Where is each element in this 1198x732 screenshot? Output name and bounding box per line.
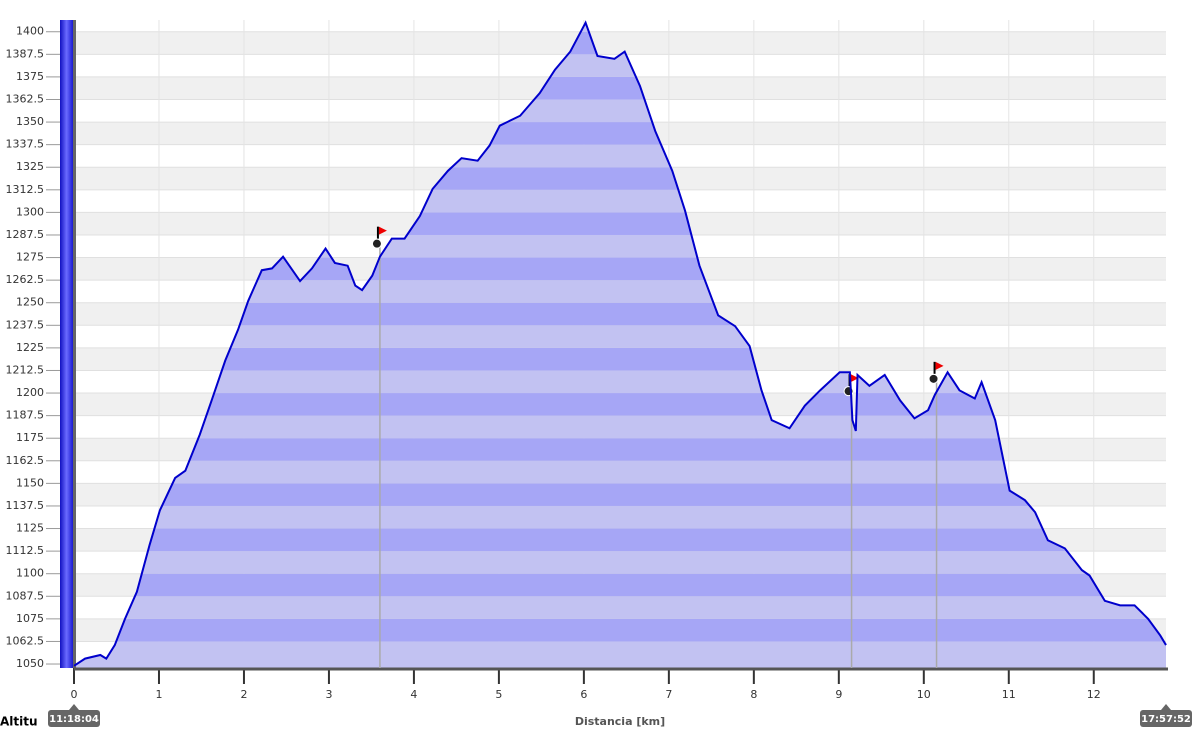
y-tick-label: 1387.5 xyxy=(6,47,45,60)
y-tick-label: 1137.5 xyxy=(6,499,45,512)
y-tick-label: 1250 xyxy=(16,296,44,309)
flag xyxy=(378,226,387,235)
y-tick-label: 1050 xyxy=(16,657,44,670)
y-tick-label: 1362.5 xyxy=(6,92,45,105)
area-band xyxy=(76,483,1166,506)
x-tick-label: 10 xyxy=(917,688,931,701)
y-tick-label: 1275 xyxy=(16,251,44,264)
y-tick-label: 1375 xyxy=(16,70,44,83)
waypoint-dot xyxy=(928,373,939,384)
time-label: 11:18:04 xyxy=(49,714,99,725)
area-band xyxy=(76,641,1166,668)
y-tick-label: 1325 xyxy=(16,160,44,173)
y-tick-label: 1287.5 xyxy=(6,228,45,241)
y-tick-label: 1262.5 xyxy=(6,273,45,286)
x-tick-label: 2 xyxy=(240,688,247,701)
axis-bar xyxy=(60,20,73,668)
grid-band xyxy=(76,31,1166,55)
area-band xyxy=(76,438,1166,461)
y-tick-label: 1175 xyxy=(16,431,44,444)
y-tick-label: 1225 xyxy=(16,341,44,354)
y-axis-label: Altitu xyxy=(0,715,38,729)
area-band xyxy=(76,393,1166,416)
time-pointer xyxy=(69,704,79,710)
y-tick-label: 1087.5 xyxy=(6,589,45,602)
y-tick-label: 1312.5 xyxy=(6,183,45,196)
area-band xyxy=(76,505,1166,529)
x-tick-label: 5 xyxy=(495,688,502,701)
area-band xyxy=(76,596,1166,619)
time-pointer xyxy=(1161,704,1171,710)
y-tick-label: 1112.5 xyxy=(6,544,45,557)
x-tick-label: 3 xyxy=(325,688,332,701)
time-label: 17:57:52 xyxy=(1141,714,1191,725)
y-tick-label: 1075 xyxy=(16,612,44,625)
y-tick-label: 1237.5 xyxy=(6,318,45,331)
y-tick-label: 1400 xyxy=(16,25,44,38)
x-tick-label: 4 xyxy=(410,688,417,701)
area-band xyxy=(76,415,1166,439)
y-tick-label: 1162.5 xyxy=(6,454,45,467)
elevation-line xyxy=(73,20,1167,667)
x-tick-label: 12 xyxy=(1087,688,1101,701)
grid-band xyxy=(76,20,1166,32)
y-tick-label: 1350 xyxy=(16,115,44,128)
y-tick-label: 1200 xyxy=(16,386,44,399)
flag xyxy=(935,361,944,370)
y-tick-label: 1212.5 xyxy=(6,363,45,376)
area-band xyxy=(76,573,1166,597)
y-tick-label: 1100 xyxy=(16,567,44,580)
y-tick-label: 1300 xyxy=(16,205,44,218)
x-tick-label: 9 xyxy=(835,688,842,701)
y-tick-label: 1125 xyxy=(16,522,44,535)
x-tick-label: 0 xyxy=(71,688,78,701)
y-tick-label: 1062.5 xyxy=(6,634,45,647)
area-band xyxy=(76,528,1166,552)
x-tick-label: 6 xyxy=(580,688,587,701)
area-band xyxy=(76,551,1166,574)
axis-line xyxy=(73,20,76,668)
x-axis-label: Distancia [km] xyxy=(575,715,665,728)
x-tick-label: 8 xyxy=(750,688,757,701)
time-box xyxy=(1140,710,1192,727)
y-tick-label: 1187.5 xyxy=(6,409,45,422)
y-tick-label: 1150 xyxy=(16,476,44,489)
waypoint-dot xyxy=(371,238,382,249)
area-band xyxy=(76,618,1166,642)
x-tick-label: 11 xyxy=(1002,688,1016,701)
x-tick-label: 1 xyxy=(155,688,162,701)
flag xyxy=(850,374,859,383)
y-tick-label: 1337.5 xyxy=(6,138,45,151)
time-box xyxy=(48,710,100,727)
x-tick-label: 7 xyxy=(665,688,672,701)
area-band xyxy=(76,460,1166,484)
